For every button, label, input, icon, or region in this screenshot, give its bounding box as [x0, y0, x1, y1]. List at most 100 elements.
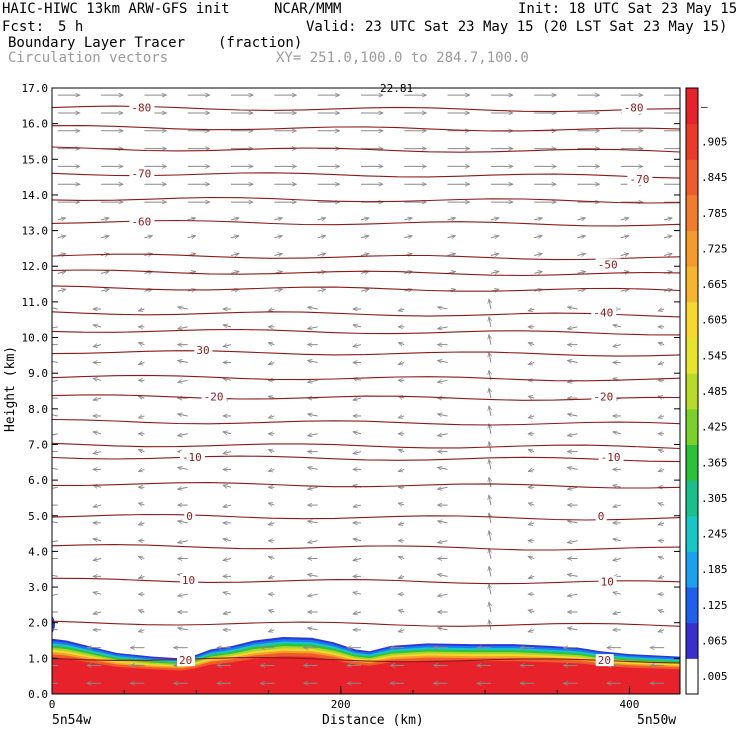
circulation-vector: [223, 432, 232, 434]
circulation-vector: [308, 487, 318, 489]
circulation-vector: [528, 557, 535, 559]
colorbar-swatch: [686, 88, 698, 125]
isotherm-label: 0: [186, 510, 193, 523]
circulation-vector: [178, 628, 188, 630]
circulation-vector: [223, 485, 232, 487]
circulation-vector: [317, 218, 326, 220]
circulation-vector: [230, 236, 239, 238]
circulation-vector: [178, 327, 188, 329]
circulation-vector: [93, 592, 102, 594]
isotherm-label-bg: [595, 258, 621, 271]
circulation-vector: [138, 416, 145, 418]
circulation-vector: [52, 307, 58, 309]
circulation-vector: [398, 503, 405, 505]
circulation-vector: [398, 630, 405, 632]
circulation-vector: [577, 218, 585, 220]
colorbar-swatch: [686, 230, 698, 267]
isotherm-line: [52, 374, 680, 382]
circulation-vector: [268, 576, 275, 578]
circulation-vector: [268, 416, 275, 418]
circulation-vector: [528, 396, 535, 398]
circulation-vector: [274, 218, 282, 220]
y-tick-label: 0.0: [28, 688, 48, 701]
circulation-vector: [489, 317, 491, 327]
circulation-vector: [438, 574, 448, 576]
isotherm-label: -10: [601, 451, 621, 464]
circulation-vector: [93, 345, 102, 347]
circulation-vector: [489, 602, 491, 613]
y-tick-label: 9.0: [28, 367, 48, 380]
colorbar-swatch: [686, 266, 698, 303]
colorbar-swatch: [686, 622, 698, 659]
colorbar-swatch: [686, 551, 698, 588]
isotherm-line: [52, 311, 680, 318]
x-tick-label: 0: [49, 698, 56, 711]
isotherm-line: [52, 285, 680, 292]
colorbar-label: .425: [701, 421, 728, 434]
circulation-vector: [100, 289, 109, 291]
circulation-vector: [613, 505, 621, 507]
isotherm-line: [52, 172, 680, 179]
isotherm-line: [52, 544, 680, 551]
isotherm-line: [52, 418, 680, 426]
circulation-vector: [360, 254, 369, 256]
circulation-vector: [187, 218, 196, 220]
circulation-vector: [567, 327, 578, 329]
circulation-vector: [52, 594, 58, 596]
circulation-vector: [577, 254, 585, 256]
circulation-vector: [528, 576, 535, 578]
circulation-vector: [223, 378, 232, 380]
circulation-vector: [613, 325, 621, 327]
circulation-vector: [489, 495, 491, 506]
colorbar-swatch: [686, 194, 698, 232]
colorbar-label: .305: [701, 492, 728, 505]
circulation-vector: [223, 612, 232, 614]
circulation-vector: [489, 549, 491, 559]
circulation-vector: [528, 416, 535, 418]
circulation-vector: [308, 541, 318, 543]
circulation-vector: [438, 467, 448, 469]
circulation-vector: [489, 620, 491, 630]
colorbar-swatch: [686, 301, 698, 339]
isotherm-line: [52, 253, 680, 261]
circulation-vector: [138, 309, 145, 311]
isotherm-label: 10: [182, 574, 195, 587]
plot-frame: [51, 87, 681, 695]
circulation-vector: [308, 327, 318, 329]
circulation-vector: [438, 307, 448, 309]
circulation-vector: [438, 594, 448, 596]
circulation-vector: [567, 467, 578, 469]
colorbar-frame: [685, 87, 699, 695]
circulation-vector: [353, 559, 362, 561]
isotherm-line: [52, 394, 680, 401]
colorbar-label: .605: [701, 314, 728, 327]
circulation-vector: [567, 541, 578, 543]
isotherm-label-bg: [129, 167, 155, 180]
circulation-vector: [567, 414, 578, 416]
y-tick-label: 2.0: [28, 617, 48, 630]
circulation-vector: [398, 450, 405, 452]
isotherm-label: -60: [131, 216, 151, 229]
isotherm-label: -80: [131, 102, 151, 115]
circulation-vector: [489, 335, 491, 345]
circulation-vector: [528, 610, 535, 612]
circulation-vector: [577, 271, 585, 273]
circulation-vector: [178, 307, 188, 309]
circulation-vector: [268, 503, 275, 505]
circulation-vector: [613, 612, 621, 614]
circulation-vector: [93, 432, 102, 434]
circulation-vector: [353, 325, 362, 327]
circulation-vector: [567, 628, 578, 630]
colorbar-swatch: [686, 587, 698, 624]
circulation-vector: [663, 236, 672, 238]
y-tick-label: 16.0: [22, 118, 49, 131]
circulation-vector: [438, 434, 448, 436]
circulation-vector: [528, 630, 535, 632]
colorbar-swatch: [686, 658, 698, 695]
plot-background: [52, 88, 680, 694]
y-tick-label: 15.0: [22, 153, 49, 166]
isotherm-line: [52, 328, 680, 336]
circulation-vector: [223, 452, 232, 454]
circulation-vector: [658, 503, 665, 505]
circulation-vector: [223, 592, 232, 594]
